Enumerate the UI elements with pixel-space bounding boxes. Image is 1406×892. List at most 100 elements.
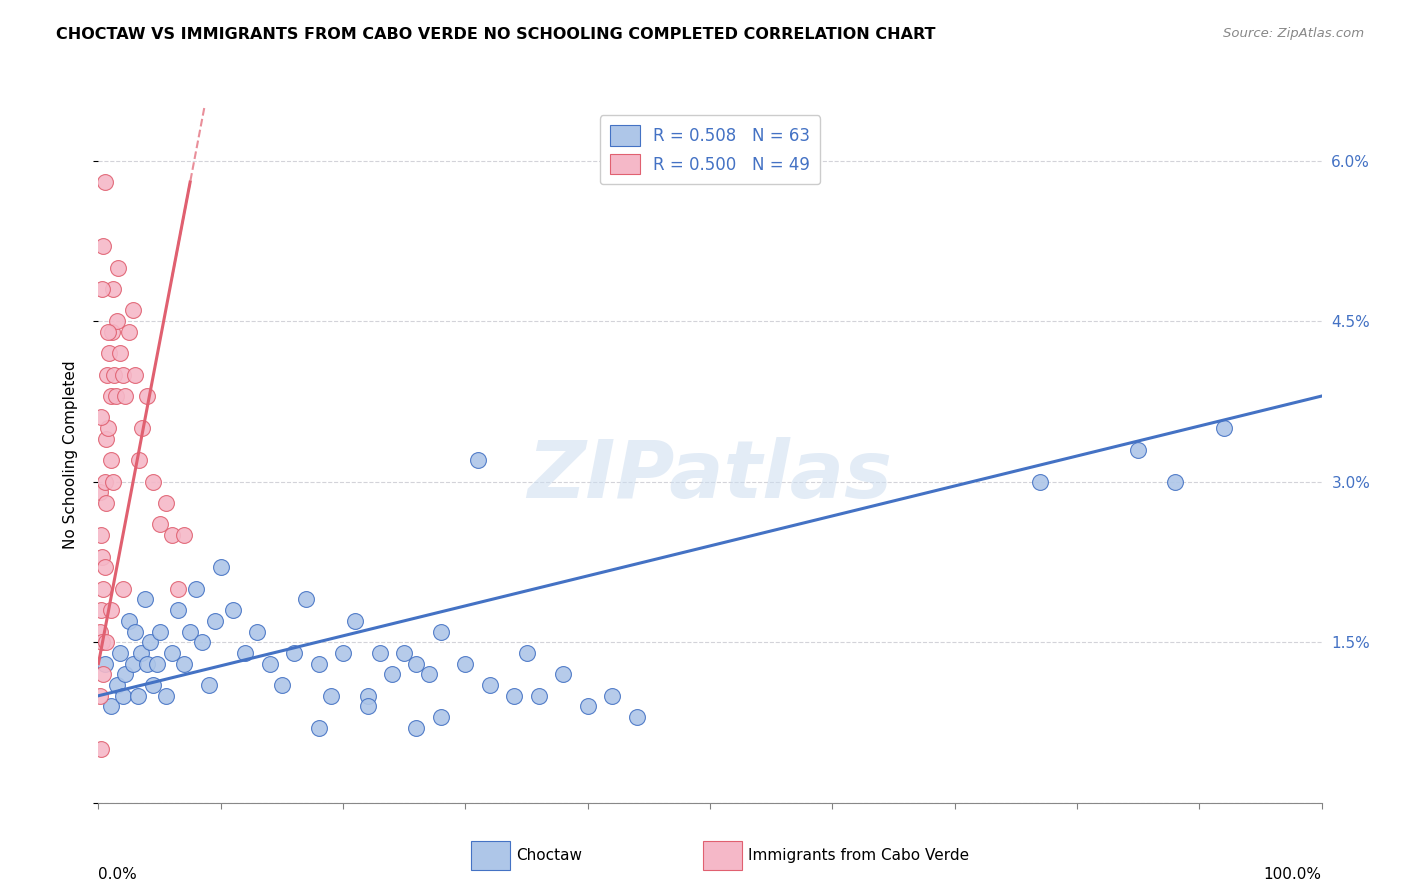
- Point: [270, 678, 294, 692]
- Point: [142, 678, 165, 692]
- Text: 0.0%: 0.0%: [98, 867, 138, 882]
- Point: [430, 624, 453, 639]
- Point: [100, 603, 122, 617]
- Point: [233, 646, 256, 660]
- Point: [381, 667, 404, 681]
- Point: [124, 368, 146, 382]
- Point: [90, 742, 112, 756]
- Point: [124, 624, 146, 639]
- Text: ZIPatlas: ZIPatlas: [527, 437, 893, 515]
- Point: [100, 453, 122, 467]
- Point: [89, 689, 111, 703]
- Point: [332, 646, 354, 660]
- Point: [93, 560, 115, 574]
- Point: [186, 582, 208, 596]
- Legend: R = 0.508   N = 63, R = 0.500   N = 49: R = 0.508 N = 63, R = 0.500 N = 49: [600, 115, 820, 185]
- Point: [155, 689, 177, 703]
- Point: [1212, 421, 1234, 435]
- Point: [626, 710, 648, 724]
- Point: [93, 475, 115, 489]
- Point: [454, 657, 477, 671]
- Point: [259, 657, 281, 671]
- Point: [101, 325, 124, 339]
- Point: [110, 646, 132, 660]
- Point: [356, 689, 378, 703]
- Point: [173, 528, 195, 542]
- Point: [91, 667, 114, 681]
- Point: [146, 657, 169, 671]
- Point: [319, 689, 342, 703]
- Point: [134, 592, 156, 607]
- Point: [129, 646, 152, 660]
- Point: [308, 721, 330, 735]
- Point: [553, 667, 575, 681]
- Text: Source: ZipAtlas.com: Source: ZipAtlas.com: [1223, 27, 1364, 40]
- Point: [173, 657, 195, 671]
- Point: [478, 678, 501, 692]
- Point: [111, 368, 134, 382]
- Point: [600, 689, 623, 703]
- Point: [179, 624, 201, 639]
- Point: [90, 528, 112, 542]
- Point: [91, 549, 114, 564]
- Point: [89, 485, 111, 500]
- Point: [121, 657, 143, 671]
- Point: [101, 475, 124, 489]
- Point: [94, 635, 117, 649]
- Point: [93, 175, 115, 189]
- Point: [89, 624, 111, 639]
- Point: [392, 646, 416, 660]
- Point: [405, 657, 427, 671]
- Point: [114, 667, 136, 681]
- Point: [1029, 475, 1052, 489]
- Point: [105, 678, 128, 692]
- Point: [118, 614, 141, 628]
- Point: [91, 635, 114, 649]
- Point: [1164, 475, 1187, 489]
- Point: [101, 282, 124, 296]
- Point: [94, 432, 117, 446]
- Point: [142, 475, 165, 489]
- Point: [110, 346, 132, 360]
- Point: [107, 260, 129, 275]
- Point: [91, 239, 114, 253]
- Text: Immigrants from Cabo Verde: Immigrants from Cabo Verde: [748, 848, 969, 863]
- Text: 100.0%: 100.0%: [1264, 867, 1322, 882]
- Point: [191, 635, 214, 649]
- Point: [111, 689, 134, 703]
- Point: [114, 389, 136, 403]
- Point: [418, 667, 440, 681]
- Point: [197, 678, 219, 692]
- Point: [356, 699, 378, 714]
- Point: [283, 646, 305, 660]
- Point: [103, 368, 125, 382]
- Point: [368, 646, 391, 660]
- Point: [105, 314, 128, 328]
- Point: [149, 517, 172, 532]
- Point: [149, 624, 172, 639]
- Y-axis label: No Schooling Completed: No Schooling Completed: [63, 360, 77, 549]
- Point: [121, 303, 143, 318]
- Point: [97, 325, 120, 339]
- Text: Choctaw: Choctaw: [516, 848, 582, 863]
- Point: [96, 368, 118, 382]
- Point: [90, 603, 112, 617]
- Point: [97, 421, 120, 435]
- Point: [167, 603, 190, 617]
- Point: [91, 582, 114, 596]
- Point: [503, 689, 526, 703]
- Point: [527, 689, 550, 703]
- Point: [1128, 442, 1150, 457]
- Point: [204, 614, 226, 628]
- Point: [405, 721, 427, 735]
- Point: [136, 389, 159, 403]
- Point: [118, 325, 141, 339]
- Point: [167, 582, 190, 596]
- Text: CHOCTAW VS IMMIGRANTS FROM CABO VERDE NO SCHOOLING COMPLETED CORRELATION CHART: CHOCTAW VS IMMIGRANTS FROM CABO VERDE NO…: [56, 27, 936, 42]
- Point: [104, 389, 127, 403]
- Point: [295, 592, 318, 607]
- Point: [98, 346, 121, 360]
- Point: [155, 496, 177, 510]
- Point: [91, 282, 114, 296]
- Point: [136, 657, 159, 671]
